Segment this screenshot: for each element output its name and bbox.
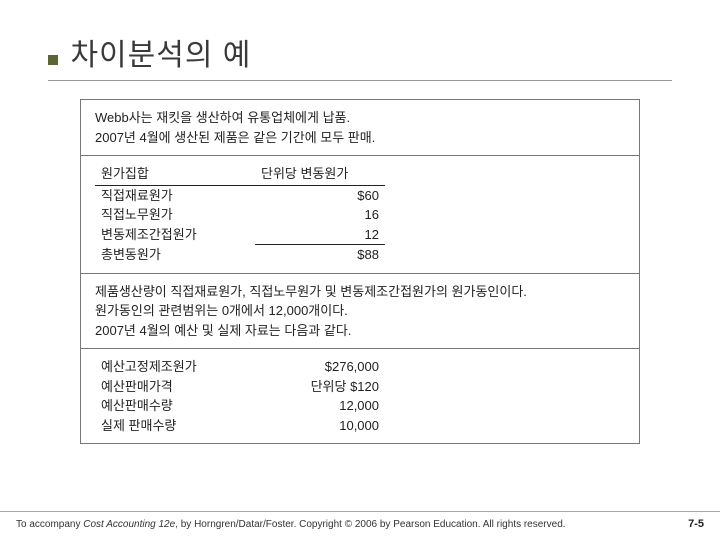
intro-section: Webb사는 재킷을 생산하여 유통업체에게 납품. 2007년 4월에 생산된… [81, 100, 639, 155]
table-header-row: 원가집합 단위당 변동원가 [95, 164, 385, 185]
table-row: 직접재료원가 $60 [95, 185, 385, 205]
row-value: 12,000 [255, 396, 385, 416]
row-label: 예산고정제조원가 [95, 357, 255, 377]
table-row: 변동제조간접원가 12 [95, 225, 385, 245]
footer: To accompany Cost Accounting 12e, by Hor… [0, 511, 720, 540]
table-row: 실제 판매수량 10,000 [95, 416, 385, 436]
slide-title: 차이분석의 예 [70, 39, 251, 72]
table-row: 예산고정제조원가 $276,000 [95, 357, 385, 377]
row-value: 10,000 [255, 416, 385, 436]
cost-table-section: 원가집합 단위당 변동원가 직접재료원가 $60 직접노무원가 16 변동제조간… [81, 155, 639, 273]
title-bar: 차이분석의 예 [48, 30, 672, 81]
note-line: 2007년 4월의 예산 및 실제 자료는 다음과 같다. [95, 321, 625, 341]
title-bullet-icon [48, 55, 58, 65]
row-value: 16 [255, 205, 385, 225]
footer-book-title: Cost Accounting 12e [83, 519, 175, 530]
table-row: 직접노무원가 16 [95, 205, 385, 225]
footer-suffix: , by Horngren/Datar/Foster. Copyright © … [175, 519, 565, 530]
footer-text: To accompany Cost Accounting 12e, by Hor… [16, 519, 566, 530]
note-line: 제품생산량이 직접재료원가, 직접노무원가 및 변동제조간접원가의 원가동인이다… [95, 282, 625, 302]
row-value: 12 [255, 225, 385, 245]
table-row: 예산판매가격 단위당 $120 [95, 377, 385, 397]
total-label: 총변동원가 [95, 245, 255, 265]
row-value: $60 [255, 185, 385, 205]
budget-table: 예산고정제조원가 $276,000 예산판매가격 단위당 $120 예산판매수량… [95, 357, 385, 435]
intro-line: Webb사는 재킷을 생산하여 유통업체에게 납품. [95, 108, 625, 128]
row-label: 예산판매수량 [95, 396, 255, 416]
total-value: $88 [255, 245, 385, 265]
row-label: 직접노무원가 [95, 205, 255, 225]
cost-table: 원가집합 단위당 변동원가 직접재료원가 $60 직접노무원가 16 변동제조간… [95, 164, 385, 265]
note-line: 원가동인의 관련범위는 0개에서 12,000개이다. [95, 301, 625, 321]
row-label: 직접재료원가 [95, 185, 255, 205]
page-number: 7-5 [688, 518, 704, 530]
row-label: 실제 판매수량 [95, 416, 255, 436]
table-row: 예산판매수량 12,000 [95, 396, 385, 416]
row-value: $276,000 [255, 357, 385, 377]
content-box: Webb사는 재킷을 생산하여 유통업체에게 납품. 2007년 4월에 생산된… [80, 99, 640, 444]
table-total-row: 총변동원가 $88 [95, 245, 385, 265]
header-label: 원가집합 [95, 164, 255, 185]
row-value: 단위당 $120 [255, 377, 385, 397]
header-value: 단위당 변동원가 [255, 164, 385, 185]
row-label: 변동제조간접원가 [95, 225, 255, 245]
footer-prefix: To accompany [16, 519, 83, 530]
budget-table-section: 예산고정제조원가 $276,000 예산판매가격 단위당 $120 예산판매수량… [81, 348, 639, 443]
notes-section: 제품생산량이 직접재료원가, 직접노무원가 및 변동제조간접원가의 원가동인이다… [81, 273, 639, 349]
intro-line: 2007년 4월에 생산된 제품은 같은 기간에 모두 판매. [95, 128, 625, 148]
row-label: 예산판매가격 [95, 377, 255, 397]
